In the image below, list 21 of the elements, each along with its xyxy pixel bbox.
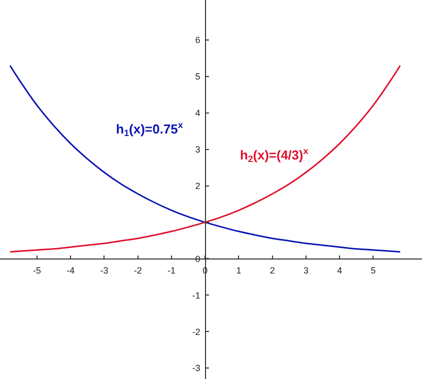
x-tick-label: -5 [32,266,41,276]
x-tick-label: -1 [167,266,176,276]
y-tick-label: 6 [195,35,200,46]
x-tick-label: 5 [370,266,376,276]
x-tick-label: 2 [270,266,275,276]
x-tick-label: -2 [134,266,142,276]
y-tick-label: 4 [195,108,200,118]
y-tick-label: 5 [195,72,200,82]
y-tick-label: -3 [192,363,200,374]
y-tick-label: 3 [195,144,200,155]
x-tick-label: 3 [303,266,308,276]
y-tick-label: 2 [195,181,200,192]
x-tick-label: -3 [100,266,108,276]
x-tick-label: -4 [66,266,75,276]
y-tick-label: -1 [192,290,200,300]
x-tick-label: 1 [236,266,242,276]
annotation: h$_{1}$(x)=0.75$^{x}$ [116,120,183,138]
x-tick-label: 4 [337,266,342,276]
y-tick-label: -2 [192,326,200,337]
annotation: h$_{2}$(x)=(4/3)$^{x}$ [240,146,308,164]
line-series [9,64,401,253]
